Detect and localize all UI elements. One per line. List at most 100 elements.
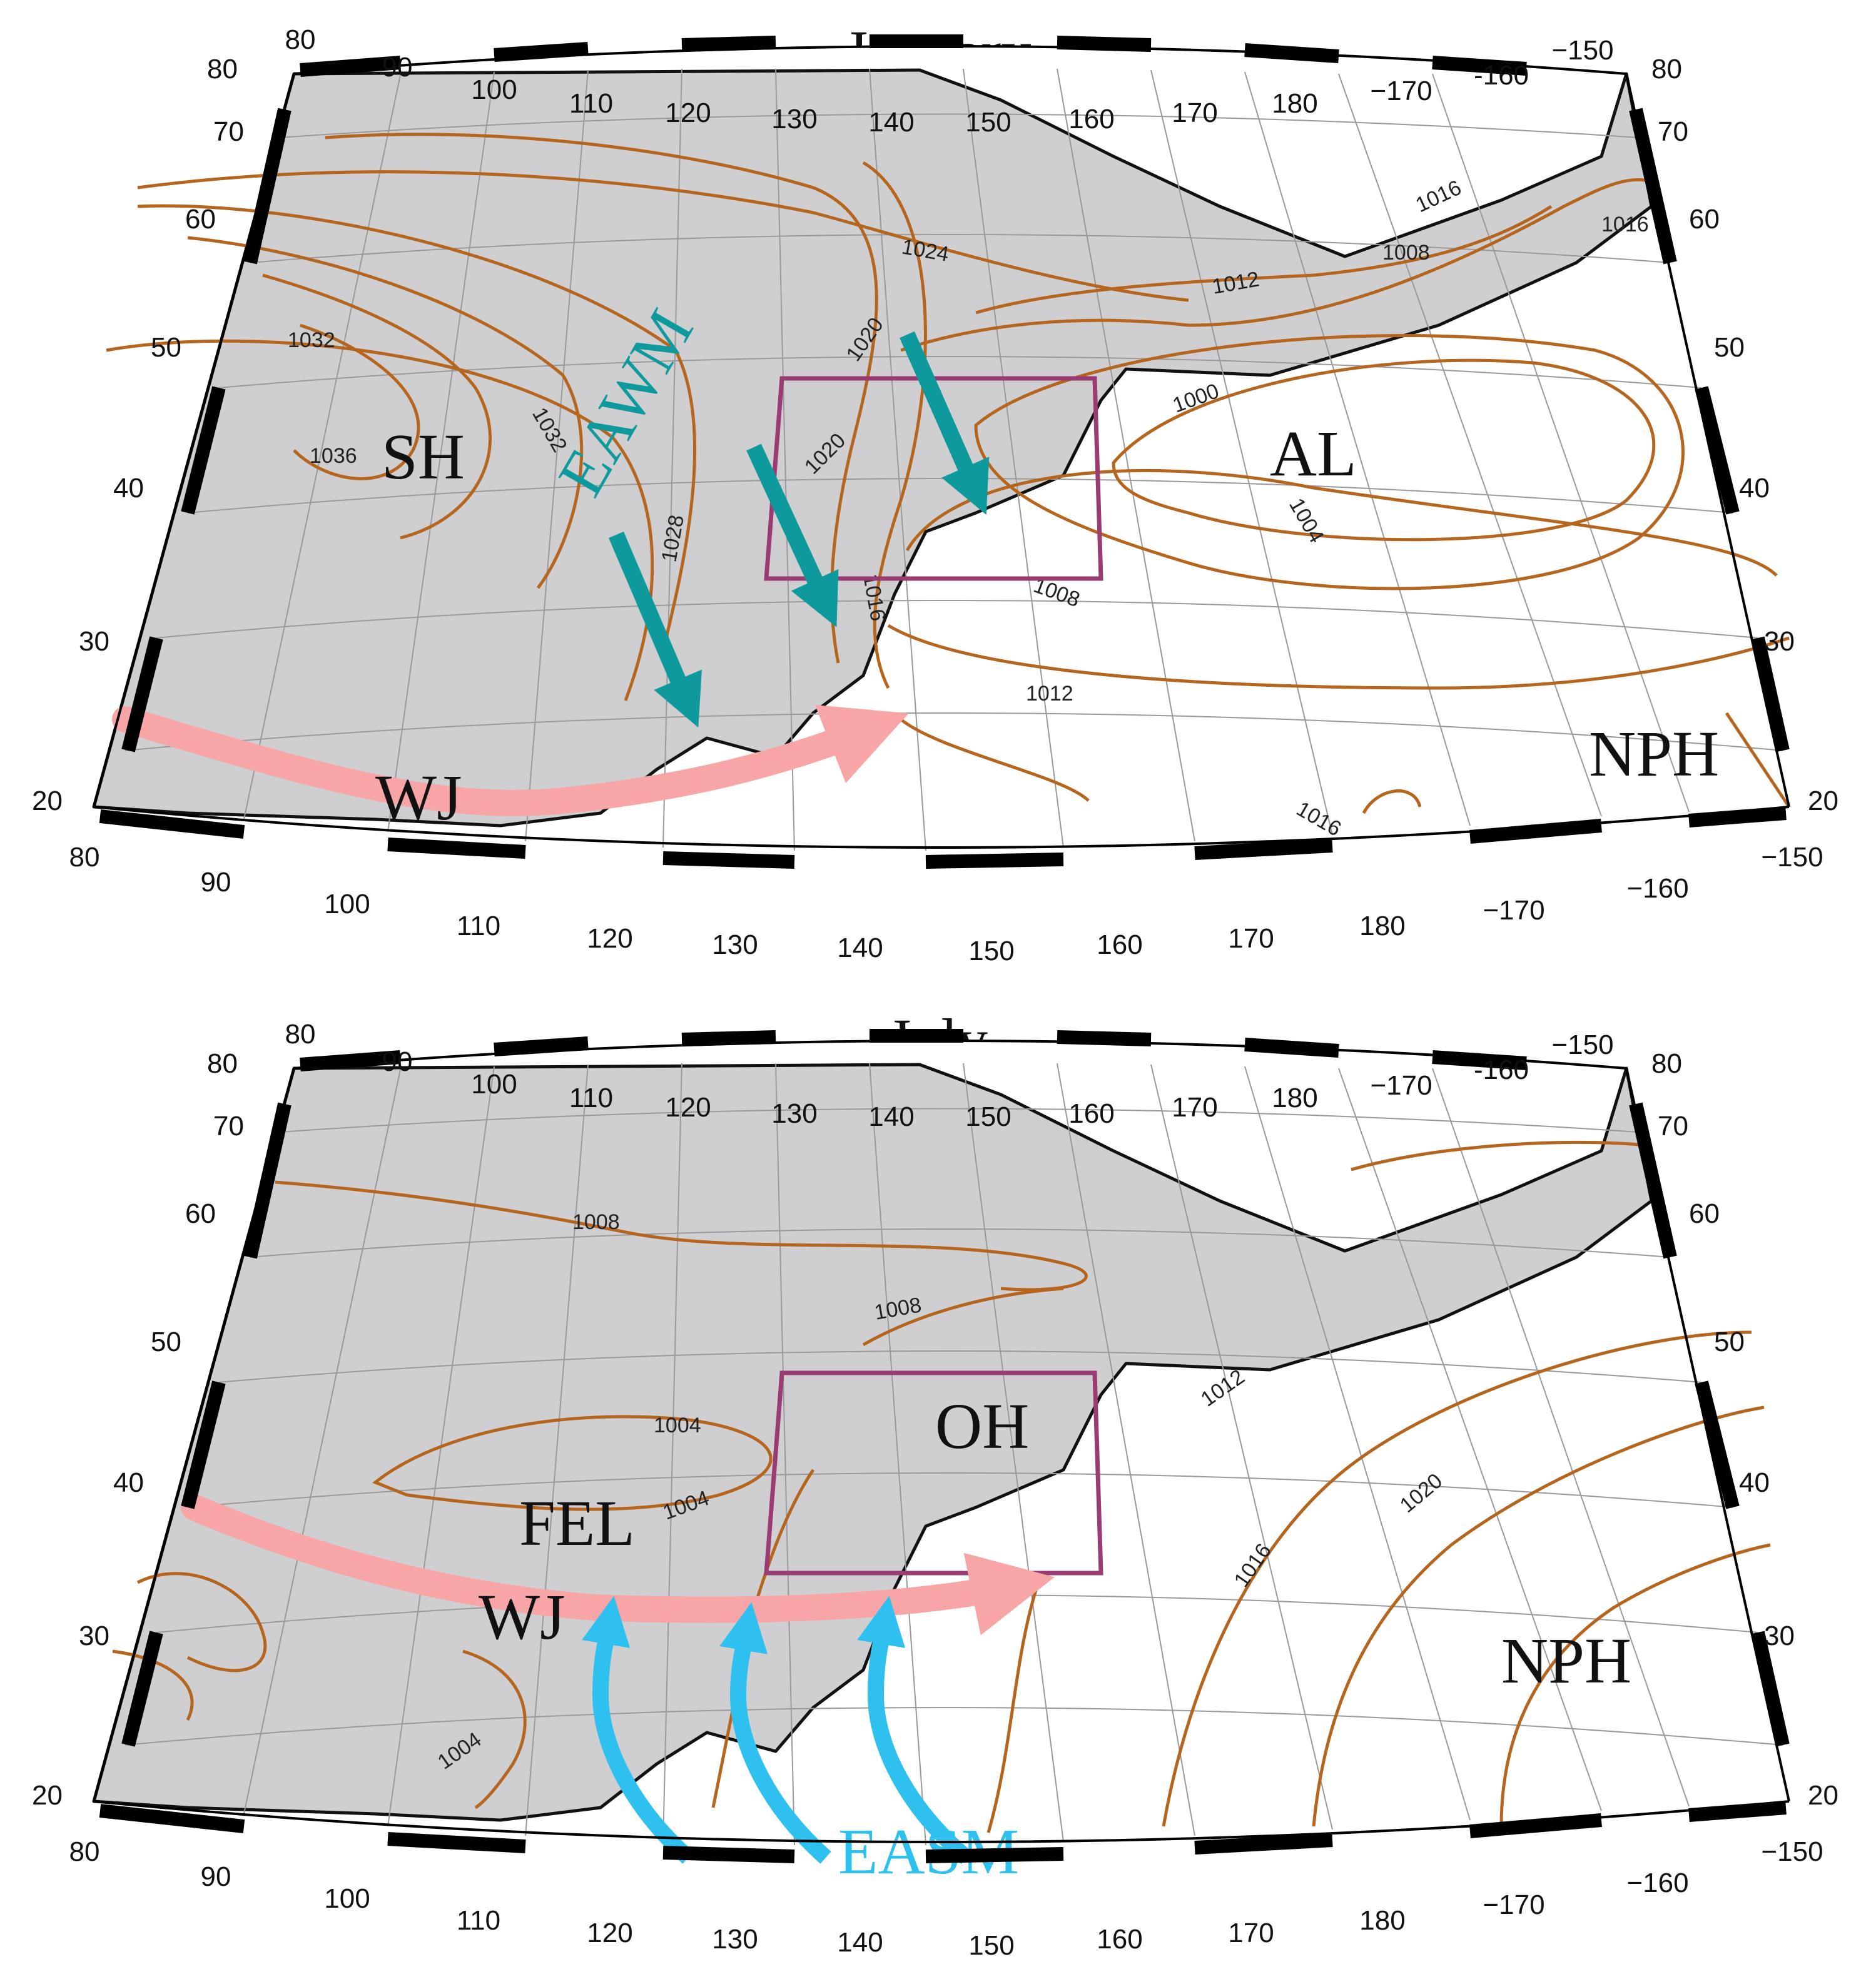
oh-label: OH xyxy=(935,1390,1029,1462)
lon-label: 140 xyxy=(837,1927,883,1958)
lon-label: 120 xyxy=(665,1092,711,1123)
lon-label: 150 xyxy=(965,1101,1011,1132)
lat-label: 80 xyxy=(207,1048,238,1079)
lon-label: 80 xyxy=(69,1836,100,1867)
isobar-label: 1004 xyxy=(654,1414,701,1437)
lat-label: 50 xyxy=(1714,332,1745,363)
lon-label: 160 xyxy=(1097,1924,1142,1955)
lon-label: −150 xyxy=(1761,1836,1823,1867)
july-study-box xyxy=(764,1370,1103,1576)
lon-label: 170 xyxy=(1228,923,1274,954)
lon-label: 160 xyxy=(1068,1098,1114,1129)
lon-label: 100 xyxy=(324,889,370,919)
lon-label: 150 xyxy=(965,107,1011,138)
lon-label: 80 xyxy=(69,842,100,873)
july-lat-right: 80 70 60 50 40 30 20 xyxy=(1651,1048,1838,1811)
lat-label: 20 xyxy=(1808,786,1838,816)
lon-label: 170 xyxy=(1228,1918,1274,1948)
lon-label: 100 xyxy=(471,74,517,105)
lat-label: 60 xyxy=(185,204,216,235)
lon-label: 130 xyxy=(712,1924,758,1955)
isobar-label: 1036 xyxy=(310,444,357,468)
lon-label: 140 xyxy=(868,1101,914,1132)
january-westerly-jet xyxy=(112,705,909,816)
lon-label: −170 xyxy=(1483,1890,1544,1920)
lon-label: 180 xyxy=(1272,88,1317,119)
january-study-box xyxy=(764,376,1103,581)
lat-label: 40 xyxy=(1739,1467,1770,1498)
lat-label: 70 xyxy=(213,1111,244,1141)
lat-label: 60 xyxy=(1689,204,1720,235)
july-wj-label: WJ xyxy=(479,1581,565,1653)
lon-label: 170 xyxy=(1172,98,1217,128)
lon-label: −150 xyxy=(1551,35,1613,66)
isobar-label: 1008 xyxy=(1382,241,1430,265)
lon-label: 130 xyxy=(771,1098,817,1129)
lat-label: 20 xyxy=(32,1780,63,1811)
lon-label: 150 xyxy=(968,936,1014,966)
lat-label: 40 xyxy=(113,473,144,504)
july-map: July xyxy=(32,1006,1838,1961)
lat-label: 80 xyxy=(1651,1048,1682,1079)
january-wj-label: WJ xyxy=(375,762,462,834)
lon-label: 120 xyxy=(665,98,711,128)
lon-label: −170 xyxy=(1370,1070,1432,1101)
january-graticule xyxy=(124,68,1783,851)
lon-label: 80 xyxy=(285,1019,316,1050)
july-lat-left: 80 70 60 50 40 30 20 xyxy=(32,1048,244,1811)
july-nph-label: NPH xyxy=(1501,1625,1631,1697)
lon-label: 180 xyxy=(1359,911,1405,941)
lon-label: 160 xyxy=(1097,929,1142,960)
lat-label: 60 xyxy=(1689,1198,1720,1229)
lon-label: 110 xyxy=(569,1083,613,1113)
lon-label: 140 xyxy=(837,933,883,963)
lon-label: 110 xyxy=(457,911,500,941)
lon-label: 120 xyxy=(587,923,632,954)
lon-label: −170 xyxy=(1483,895,1544,926)
eawm-arrows xyxy=(609,331,990,728)
lon-label: 120 xyxy=(587,1918,632,1948)
january-nph-label: NPH xyxy=(1589,718,1719,790)
lon-label: −150 xyxy=(1761,842,1823,873)
july-land xyxy=(92,1063,1653,1822)
lat-label: 60 xyxy=(185,1198,216,1229)
fel-label: FEL xyxy=(519,1487,635,1559)
isobar-label: 1032 xyxy=(288,328,335,352)
lat-label: 30 xyxy=(79,1621,109,1651)
january-map: January xyxy=(32,18,1838,966)
isobar-label: 1012 xyxy=(1026,682,1073,706)
lon-label: 90 xyxy=(201,867,231,898)
lon-label: 80 xyxy=(285,24,316,55)
al-label: AL xyxy=(1270,418,1357,490)
lat-label: 30 xyxy=(1764,626,1795,657)
lat-label: 20 xyxy=(32,786,63,816)
lat-label: 40 xyxy=(1739,473,1770,504)
lat-label: 80 xyxy=(207,54,238,84)
lon-label: 130 xyxy=(771,104,817,134)
lon-label: −160 xyxy=(1626,873,1688,904)
lat-label: 30 xyxy=(79,626,109,657)
january-lat-left: 80 70 60 50 40 30 20 xyxy=(32,54,244,816)
january-isobars xyxy=(106,133,1791,814)
january-lat-right: 80 70 60 50 40 30 20 xyxy=(1651,54,1838,816)
lon-label: -160 xyxy=(1474,60,1529,91)
lat-label: 70 xyxy=(1658,1111,1688,1141)
lon-label: −150 xyxy=(1551,1030,1613,1060)
lon-label: 90 xyxy=(201,1861,231,1892)
lat-label: 30 xyxy=(1764,1621,1795,1651)
sh-label: SH xyxy=(382,421,465,493)
isobar-label: 1016 xyxy=(1601,213,1649,236)
lon-label: 90 xyxy=(382,52,413,83)
july-lon-top: 80 90 100 110 120 130 140 150 160 170 18… xyxy=(285,1019,1614,1132)
lon-label: 130 xyxy=(712,929,758,960)
lat-label: 70 xyxy=(1658,116,1688,147)
lon-label: 90 xyxy=(382,1046,413,1077)
lat-label: 50 xyxy=(1714,1327,1745,1357)
lat-label: 50 xyxy=(151,332,181,363)
lon-label: 100 xyxy=(471,1069,517,1100)
lat-label: 40 xyxy=(113,1467,144,1498)
easm-arrows xyxy=(582,1596,972,1864)
lat-label: 80 xyxy=(1651,54,1682,84)
lon-label: 110 xyxy=(457,1905,500,1936)
